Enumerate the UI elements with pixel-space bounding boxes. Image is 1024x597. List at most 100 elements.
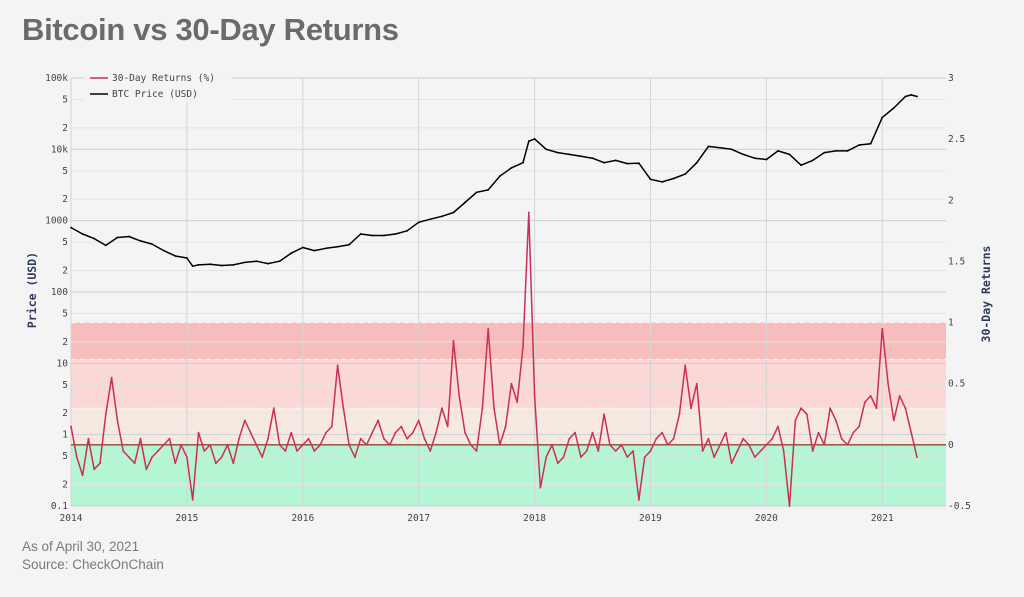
returns-point	[359, 437, 362, 440]
x-tick-label-2014: 2014	[60, 513, 83, 524]
returns-point	[261, 456, 264, 458]
returns-point	[782, 450, 785, 452]
y-left-tick-label-12: 1000	[45, 216, 68, 227]
returns-point	[609, 444, 611, 446]
returns-point	[869, 395, 872, 397]
returns-point	[215, 462, 217, 465]
returns-point	[695, 382, 698, 385]
returns-point	[93, 468, 96, 471]
returns-point	[806, 413, 808, 416]
returns-point	[365, 444, 368, 446]
returns-point	[122, 450, 125, 452]
returns-point	[157, 450, 159, 452]
returns-point	[898, 395, 901, 397]
returns-point	[498, 444, 501, 446]
returns-point	[307, 437, 310, 440]
y-right-tick-label-0: -0.5	[948, 501, 971, 512]
y-right-tick-label-1: 0	[948, 440, 954, 451]
returns-point	[284, 450, 287, 452]
returns-point	[197, 431, 200, 434]
legend: 30-Day Returns (%) BTC Price (USD)	[84, 68, 232, 102]
returns-point	[864, 401, 866, 403]
price-point	[406, 229, 408, 232]
returns-point	[904, 407, 907, 410]
returns-point	[678, 413, 681, 416]
y-left-tick-label-16: 2	[62, 123, 68, 134]
returns-point	[139, 437, 142, 440]
source-note: Source: CheckOnChain	[22, 557, 164, 572]
returns-point	[556, 462, 559, 465]
returns-point	[736, 450, 739, 452]
returns-point	[383, 437, 385, 440]
price-point	[336, 245, 339, 248]
returns-point	[580, 456, 582, 458]
price-point	[325, 247, 327, 250]
return-band-3	[71, 444, 946, 506]
return-band-0	[71, 322, 946, 360]
price-point	[823, 151, 826, 154]
y-left-tick-label-7: 2	[62, 337, 68, 348]
price-point	[811, 159, 814, 162]
returns-point	[562, 456, 565, 458]
x-tick-label-2019: 2019	[639, 513, 662, 524]
returns-point	[684, 364, 687, 367]
returns-point	[99, 462, 101, 465]
returns-point	[800, 407, 802, 410]
price-point	[892, 107, 895, 109]
returns-point	[174, 462, 177, 465]
returns-point	[840, 437, 843, 440]
price-point	[556, 151, 559, 154]
price-point	[904, 95, 907, 98]
y-left-tick-label-2: 5	[62, 451, 68, 462]
returns-point	[388, 444, 391, 446]
returns-point	[81, 474, 84, 477]
returns-point	[238, 437, 240, 440]
returns-point	[319, 444, 322, 446]
returns-point	[493, 407, 495, 410]
y-right-axis-title: 30-Day Returns	[979, 246, 993, 343]
price-point	[197, 264, 200, 266]
y-right-tick-label-5: 2	[948, 195, 954, 206]
returns-point	[539, 486, 542, 489]
y-left-tick-label-10: 2	[62, 266, 68, 277]
y-left-tick-label-18: 100k	[45, 73, 68, 84]
price-point	[498, 175, 501, 178]
price-point	[568, 153, 571, 156]
price-point	[626, 162, 629, 165]
returns-point	[661, 431, 663, 434]
returns-point	[191, 499, 194, 501]
returns-point	[875, 407, 878, 410]
legend-box	[84, 68, 232, 102]
y-left-tick-label-11: 5	[62, 237, 68, 248]
chart-title: Bitcoin vs 30-Day Returns	[22, 12, 399, 47]
y-left-tick-label-13: 2	[62, 194, 68, 205]
returns-point	[104, 413, 107, 416]
price-point	[191, 265, 194, 268]
price-point	[881, 116, 884, 119]
price-point	[475, 191, 478, 194]
returns-point	[255, 444, 258, 446]
returns-point	[667, 444, 669, 446]
price-point	[232, 264, 235, 266]
returns-point	[759, 450, 762, 452]
price-point	[916, 95, 918, 98]
price-point	[441, 215, 443, 218]
returns-point	[220, 456, 223, 458]
returns-point	[417, 419, 420, 422]
returns-point	[371, 431, 374, 434]
price-point	[742, 153, 745, 156]
price-point	[301, 246, 304, 249]
x-tick-label-2020: 2020	[755, 513, 778, 524]
returns-point	[203, 450, 206, 452]
legend-label-returns: 30-Day Returns (%)	[112, 73, 215, 84]
returns-point	[585, 450, 588, 452]
y-right-tick-label-6: 2.5	[948, 134, 965, 145]
returns-point	[823, 444, 826, 446]
y-left-tick-label-1: 2	[62, 480, 68, 491]
price-point	[290, 252, 293, 255]
returns-point	[626, 456, 629, 458]
price-point	[209, 263, 212, 266]
returns-point	[522, 346, 524, 348]
returns-point	[568, 437, 571, 440]
returns-point	[638, 499, 640, 501]
